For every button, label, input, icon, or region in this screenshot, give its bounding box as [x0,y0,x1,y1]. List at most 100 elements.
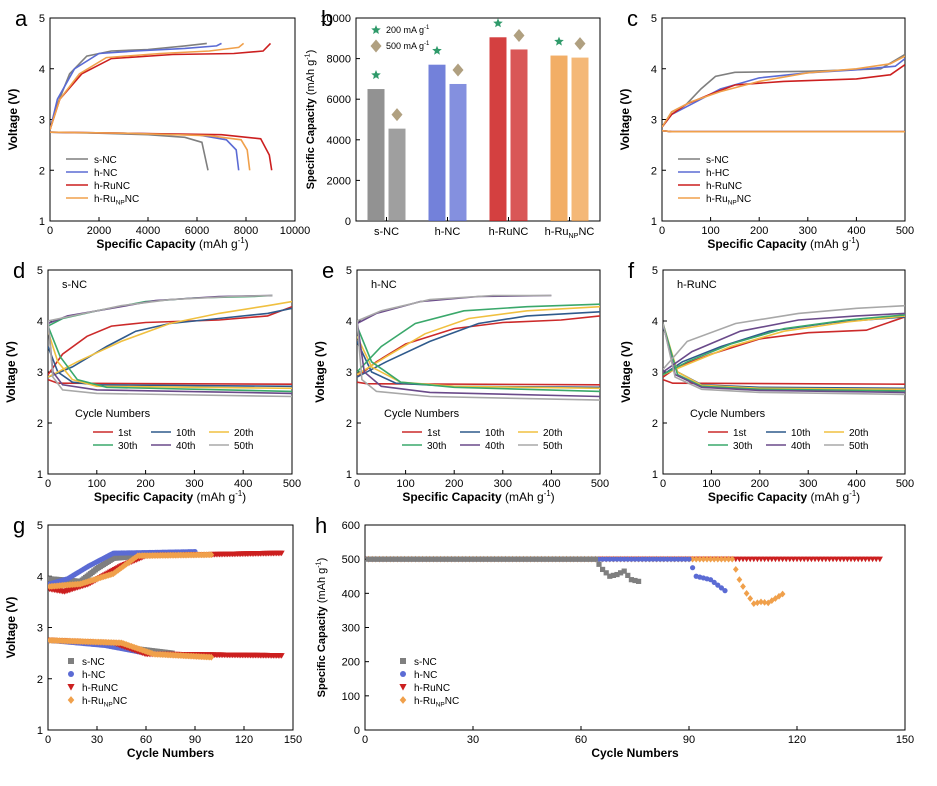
panel-letter: g [13,513,25,538]
category-label-tail: NC [578,226,594,238]
legend-label: 30th [733,441,752,452]
data-point [564,556,570,562]
plot-frame [661,17,906,222]
data-point [373,556,379,562]
plot-area [365,555,883,607]
bar-marker [554,36,564,46]
data-point [420,556,426,562]
x-axis-label-unit: (mAh g [807,490,849,504]
y-tick-label: 5 [652,265,658,277]
data-point [722,588,728,594]
data-point [434,556,440,562]
data-point [876,556,883,563]
y-tick-label: 4 [37,571,43,583]
legend-marker [68,658,74,664]
data-point [628,577,634,583]
x-axis-label-unit: (mAh g [502,490,544,504]
data-point [402,556,408,562]
panel-title: s-NC [62,279,87,291]
charge-curve [663,304,905,370]
x-axis-label-unit: (mAh g [193,490,235,504]
panel-letter: a [15,6,28,31]
data-point [502,556,508,562]
y-tick-label: 5 [651,13,657,25]
data-point [484,556,490,562]
data-point [628,556,635,562]
y-tick-label: 5 [39,13,45,25]
category-label-text: h-Ru [545,226,569,238]
charge-curve [662,55,905,128]
data-point [747,595,754,602]
data-point [474,556,480,562]
bar [550,55,568,222]
data-point [542,556,548,562]
data-point [517,556,523,562]
y-tick-label: 4 [39,64,45,76]
x-axis-label-end: ) [856,237,860,251]
data-point [707,555,714,563]
bar-marker [513,28,525,42]
category-label-text: h-RuNC [489,226,529,238]
x-axis-label-end: ) [551,490,555,504]
data-point [477,556,483,562]
plot-area [662,53,905,133]
data-point [625,572,631,578]
charge-curve [662,57,905,128]
x-tick-label: 500 [896,225,914,237]
data-point [689,555,696,563]
bar-marker [493,18,503,28]
charge-curve [50,42,272,130]
data-point [208,653,215,661]
x-axis-label: Specific Capacity (mAh g-1) [708,489,860,504]
data-point [682,556,689,562]
legend-label-text: h-HC [706,168,729,179]
legend-marker [67,684,75,691]
discharge-curve [357,320,600,398]
y-axis-label: Voltage (V) [618,89,632,151]
discharge-curve [50,131,209,171]
data-point [761,599,768,606]
charge-curve [357,315,600,378]
legend-label: 40th [485,441,504,452]
x-axis-label: Cycle Numbers [591,746,679,760]
x-tick-label: 100 [701,225,719,237]
legend-marker [67,696,75,704]
charge-curve [50,42,222,130]
y-tick-label: 4 [651,64,657,76]
data-point [376,556,382,562]
x-axis-label-main: Specific Capacity [708,490,808,504]
legend-label: 20th [234,428,253,439]
legend-label: 50th [234,441,253,452]
x-axis-label-sup: -1 [544,489,551,498]
data-point [278,653,285,659]
x-tick-label: 60 [575,734,587,746]
data-point [470,556,476,562]
data-point [600,556,606,562]
charge-curve [662,64,905,128]
data-point [722,555,728,563]
data-point [394,556,400,562]
data-point [650,556,656,562]
charge-curve [48,294,273,322]
x-tick-label: 8000 [234,225,258,237]
legend-label: 20th [849,428,868,439]
charge-curve [663,314,905,376]
data-point [732,566,739,573]
y-axis-label: Specific Capacity (mAh g-1) [304,50,317,190]
data-point [664,556,671,562]
panel-a: a 1 2 3 4 5 0 2000 4000 6000 8000 10000 s-NC h-NC h-Ru… [6,6,310,251]
legend-label: 40th [176,441,195,452]
legend-text: 500 mA g [386,41,424,51]
discharge-curve [48,330,292,390]
data-point [492,556,498,562]
bar-marker [574,37,586,51]
panel-h: h 0 100 200 300 400 500 600 0 30 60 90 120 150 s-NC h-N… [315,513,915,760]
x-axis-label: Cycle Numbers [127,746,215,760]
plot-area [48,549,285,661]
y-tick-label: 1 [37,469,43,481]
y-tick-label: 100 [342,691,360,703]
panel-letter: c [627,6,638,31]
legend-label: h-RuNC [94,181,130,192]
data-point [657,556,663,562]
